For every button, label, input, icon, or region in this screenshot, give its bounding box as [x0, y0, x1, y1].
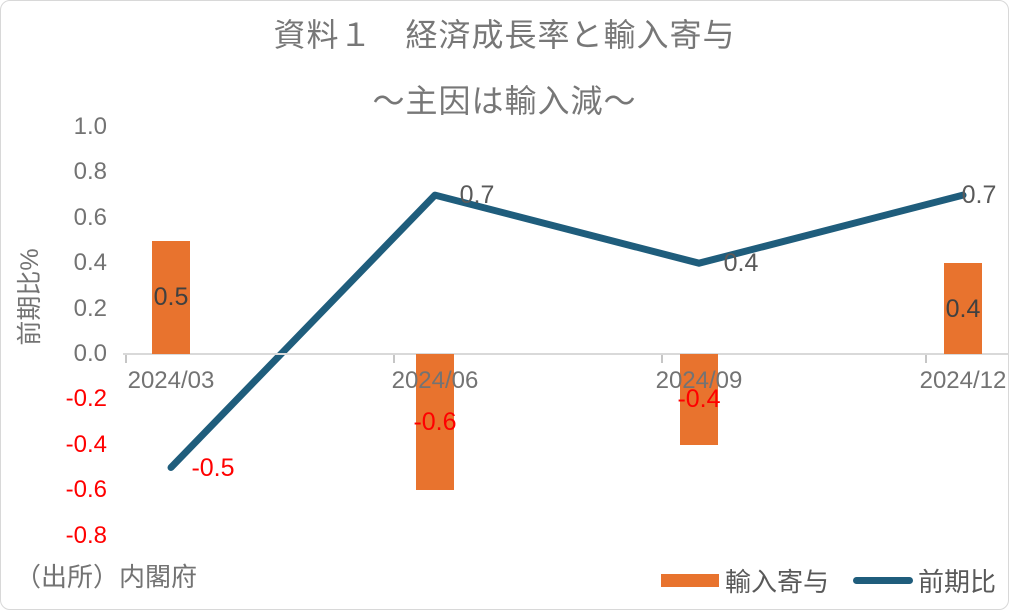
x-axis-tick [925, 355, 927, 363]
y-tick-label: 0.0 [73, 340, 107, 367]
source-note: （出所）内閣府 [15, 562, 198, 592]
y-tick-label: 0.2 [73, 294, 107, 322]
x-axis-category-label: 2024/09 [655, 367, 743, 394]
legend-bar-swatch-icon [661, 573, 719, 587]
bar-2024/12 [944, 263, 982, 354]
bar-2024/06 [416, 354, 454, 491]
x-axis-tick [661, 355, 663, 363]
chart-subtitle: ～主因は輸入減～ [372, 83, 637, 119]
legend-line-swatch-icon [853, 576, 914, 584]
legend-label-qoq: 前期比 [918, 566, 997, 597]
legend: 輸入寄与 前期比 [661, 563, 996, 597]
x-axis-line [123, 353, 1008, 355]
bar-data-label: -0.6 [413, 408, 457, 437]
y-tick-label: -0.2 [65, 385, 107, 413]
x-axis-tick [393, 355, 395, 363]
y-tick-label: -0.8 [65, 521, 107, 549]
y-tick-label: -0.4 [65, 430, 107, 458]
line-data-label: 0.7 [459, 181, 495, 210]
line-data-label: 0.7 [961, 181, 997, 210]
line-data-label: 0.4 [723, 249, 759, 278]
x-axis-category-label: 2024/03 [127, 367, 215, 394]
x-axis-category-label: 2024/06 [391, 367, 479, 394]
bar-data-label: 0.5 [153, 283, 189, 312]
bar-data-label: -0.4 [677, 385, 721, 414]
y-tick-label: 0.4 [73, 249, 107, 277]
x-axis-tick [125, 355, 127, 363]
x-axis-category-label: 2024/12 [919, 367, 1007, 394]
bar-2024/09 [680, 354, 718, 445]
chart-title: 資料１ 経済成長率と輸入寄与 [273, 17, 736, 53]
y-tick-label: 1.0 [73, 113, 107, 140]
line-data-label: -0.5 [191, 453, 235, 482]
bar-2024/03 [152, 240, 190, 354]
y-tick-label: 0.8 [73, 158, 107, 186]
y-tick-label: -0.6 [65, 476, 107, 504]
legend-label-imports-contribution: 輸入寄与 [725, 566, 830, 597]
y-tick-label: 0.6 [73, 203, 107, 231]
bar-data-label: 0.4 [945, 294, 981, 323]
